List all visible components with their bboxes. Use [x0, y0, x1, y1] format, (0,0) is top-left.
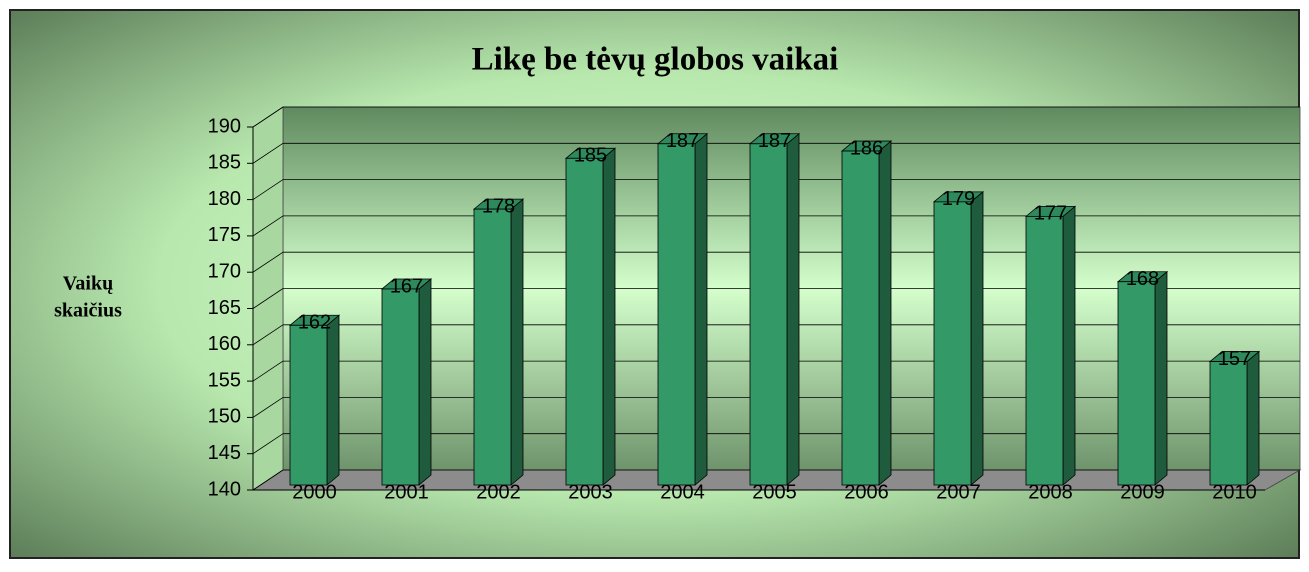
x-tick-label: 2002: [476, 481, 521, 503]
grid-line: [252, 251, 284, 273]
bar: [473, 208, 512, 486]
bar: [1117, 281, 1156, 486]
data-label: 167: [390, 275, 423, 297]
bar: [657, 143, 696, 486]
y-tick-label: 165: [208, 297, 241, 319]
grid-line: [252, 324, 284, 346]
y-tick-label: 145: [208, 442, 241, 464]
bar-side: [326, 314, 340, 486]
x-tick-label: 2006: [844, 481, 889, 503]
bar: [841, 150, 880, 486]
y-tick-label: 140: [208, 478, 241, 500]
bar-side: [1246, 350, 1260, 486]
y-axis-label: skaičius: [54, 300, 122, 322]
data-label: 187: [666, 130, 699, 152]
grid-line: [252, 215, 284, 237]
bar: [1209, 361, 1248, 486]
bar-side: [878, 140, 892, 486]
bar-side: [786, 132, 800, 486]
x-tick-label: 2005: [752, 481, 797, 503]
bar: [749, 143, 788, 486]
data-label: 186: [850, 137, 883, 159]
x-tick-label: 2008: [1028, 481, 1073, 503]
bar-side: [602, 147, 616, 486]
bar-side: [418, 278, 432, 486]
grid-line: [252, 288, 284, 309]
chart-title: Likę be tėvų globos vaikai: [472, 42, 839, 78]
y-tick-label: 185: [208, 152, 241, 174]
y-tick-label: 170: [208, 260, 241, 282]
data-label: 187: [758, 130, 791, 152]
grid-line: [252, 142, 284, 164]
x-tick-label: 2007: [936, 481, 981, 503]
bar: [933, 201, 972, 486]
grid-line: [252, 433, 284, 455]
data-label: 179: [942, 188, 975, 210]
bar: [1025, 215, 1064, 486]
y-axis-label: Vaikų: [63, 273, 113, 295]
y-tick-label: 160: [208, 333, 241, 355]
bar: [565, 157, 604, 486]
bar-side: [1154, 270, 1168, 486]
x-tick-label: 2004: [660, 481, 705, 503]
x-tick-label: 2001: [384, 481, 429, 503]
data-label: 157: [1218, 348, 1251, 370]
y-tick-label: 180: [208, 188, 241, 210]
bar: [381, 288, 420, 486]
bar: [289, 324, 328, 486]
data-label: 178: [482, 195, 515, 217]
grid-line: [252, 106, 284, 128]
grid-line: [252, 397, 284, 418]
bar-side: [970, 191, 984, 486]
grid-line: [252, 360, 284, 382]
y-tick-label: 190: [208, 115, 241, 137]
grid-line: [252, 469, 284, 491]
bar-side: [510, 198, 524, 486]
y-tick-label: 175: [208, 224, 241, 246]
data-label: 162: [298, 312, 331, 334]
x-tick-label: 2003: [568, 481, 613, 503]
x-tick-label: 2009: [1120, 481, 1165, 503]
data-label: 177: [1034, 203, 1067, 225]
data-label: 185: [574, 145, 607, 167]
grid-line: [252, 179, 284, 200]
x-tick-label: 2000: [292, 481, 337, 503]
data-label: 168: [1126, 268, 1159, 290]
bar-side: [694, 132, 708, 486]
y-tick-label: 150: [208, 406, 241, 428]
x-tick-label: 2010: [1212, 481, 1257, 503]
bar-side: [1062, 205, 1076, 486]
y-tick-label: 155: [208, 369, 241, 391]
